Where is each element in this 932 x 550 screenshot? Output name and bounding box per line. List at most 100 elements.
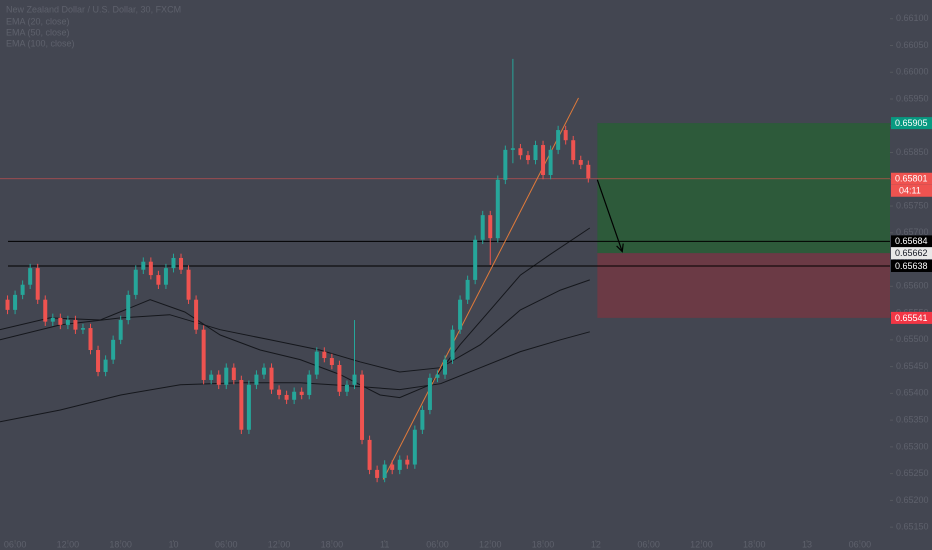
candle-body: [269, 367, 274, 390]
candle-body: [43, 299, 48, 322]
candle-body: [133, 269, 138, 295]
candle-body: [480, 215, 485, 240]
candle-body: [360, 374, 365, 440]
candle-body: [548, 149, 553, 176]
candle-body: [73, 320, 78, 330]
level-price-label-bg: [891, 259, 932, 272]
candle-body: [299, 391, 304, 395]
y-tick-label: 0.65850: [896, 147, 929, 157]
candle-body: [194, 299, 199, 330]
candle-body: [179, 257, 184, 270]
candle-body: [231, 367, 236, 380]
candle-body: [239, 379, 244, 430]
x-tick-label: 06:00: [849, 539, 872, 549]
x-tick-label: 12: [591, 539, 601, 549]
target-price-label: 0.65905: [895, 118, 928, 128]
candle-body: [261, 367, 266, 375]
candle-body: [556, 130, 561, 150]
candle-body: [390, 464, 395, 470]
last-price-label: 0.65801: [895, 174, 928, 184]
target-zone: [597, 123, 890, 254]
candle-body: [141, 261, 146, 270]
x-tick-label: 13: [802, 539, 812, 549]
candle-body: [5, 299, 10, 310]
arrow-shaft: [596, 179, 623, 252]
candle-body: [367, 439, 372, 470]
level-price-label: 0.65638: [895, 261, 928, 271]
y-tick-label: 0.66050: [896, 40, 929, 50]
y-tick-label: 0.66000: [896, 67, 929, 77]
candle-body: [450, 329, 455, 360]
candle-body: [503, 149, 508, 180]
legend-entry: EMA (100, close): [6, 38, 75, 48]
y-tick-label: 0.66100: [896, 13, 929, 23]
y-tick-label: 0.65300: [896, 441, 929, 451]
x-tick-label: 18:00: [743, 539, 766, 549]
y-tick-label: 0.65700: [896, 227, 929, 237]
candle-body: [329, 358, 334, 365]
candle-body: [525, 155, 530, 161]
candle-body: [284, 394, 289, 400]
x-tick-label: 12:00: [268, 539, 291, 549]
legend-entry: EMA (20, close): [6, 16, 70, 26]
x-tick-label: 06:00: [637, 539, 660, 549]
candle-body: [65, 320, 70, 325]
candle-body: [103, 359, 108, 372]
x-tick-label: 18:00: [532, 539, 555, 549]
candle-body: [224, 367, 229, 385]
entry-price-label: 0.65662: [895, 248, 928, 258]
candle-body: [118, 320, 123, 340]
y-tick-label: 0.65600: [896, 281, 929, 291]
candle-body: [111, 339, 116, 360]
y-tick-label: 0.65450: [896, 361, 929, 371]
x-tick-label: 06:00: [4, 539, 27, 549]
level-price-label: 0.65684: [895, 236, 928, 246]
candle-body: [533, 145, 538, 161]
last-price-label-bg: [891, 172, 932, 185]
candle-body: [510, 148, 515, 150]
candle-body: [201, 329, 206, 380]
candle-body: [435, 374, 440, 378]
y-tick-label: 0.65750: [896, 200, 929, 210]
x-tick-label: 18:00: [321, 539, 344, 549]
candle-body: [277, 389, 282, 395]
candle-body: [352, 374, 357, 385]
candle-body: [254, 374, 259, 385]
candle-body: [314, 351, 319, 375]
arrow-head: [616, 243, 624, 253]
y-tick-label: 0.65500: [896, 334, 929, 344]
candle-body: [292, 391, 297, 400]
candle-body: [96, 350, 101, 372]
candle-body: [427, 377, 432, 410]
candle-body: [186, 269, 191, 300]
candle-body: [488, 215, 493, 239]
stop-price-label-bg: [891, 311, 932, 324]
x-tick-label: 12:00: [479, 539, 502, 549]
stop-zone: [597, 253, 890, 318]
y-tick-label: 0.65200: [896, 495, 929, 505]
candle-body: [563, 130, 568, 141]
candle-body: [80, 328, 85, 330]
candle-body: [171, 257, 176, 269]
x-tick-label: 18:00: [109, 539, 132, 549]
y-tick-label: 0.65350: [896, 414, 929, 424]
candle-body: [126, 294, 131, 321]
candle-body: [216, 374, 221, 385]
candle-body: [571, 140, 576, 161]
candle-body: [163, 268, 168, 285]
x-tick-label: 06:00: [426, 539, 449, 549]
candle-body: [465, 279, 470, 300]
legend-entry: EMA (50, close): [6, 27, 70, 37]
x-tick-label: 12:00: [690, 539, 713, 549]
y-tick-label: 0.65150: [896, 522, 929, 532]
candle-body: [443, 359, 447, 375]
candle-body: [307, 374, 312, 395]
y-tick-label: 0.65950: [896, 93, 929, 103]
candle-body: [88, 328, 93, 351]
candle-body: [541, 145, 546, 176]
entry-price-label-bg: [891, 247, 932, 260]
candle-body: [518, 148, 523, 156]
candle-body: [337, 364, 342, 392]
